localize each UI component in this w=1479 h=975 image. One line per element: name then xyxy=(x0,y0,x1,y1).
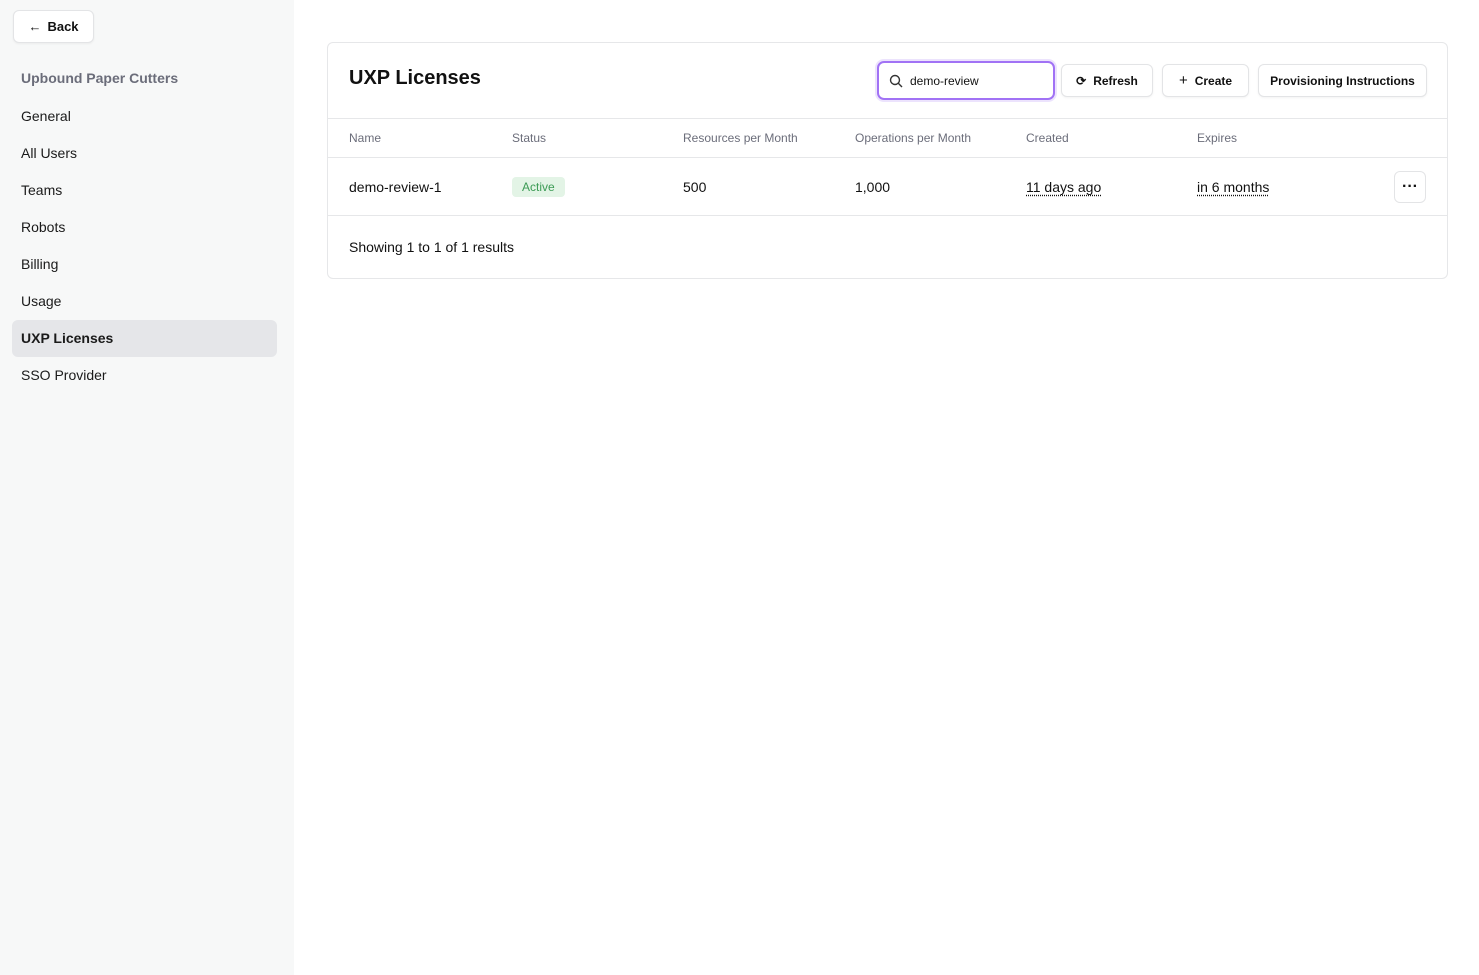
column-header-name[interactable]: Name xyxy=(349,131,382,145)
created-value: 11 days ago xyxy=(1026,179,1102,195)
sidebar-item-teams[interactable]: Teams xyxy=(21,182,63,198)
status-badge: Active xyxy=(512,177,565,197)
sidebar-nav: General All Users Teams Robots Billing U… xyxy=(12,98,277,394)
sidebar-item-general[interactable]: General xyxy=(21,108,71,124)
back-label: Back xyxy=(47,19,79,34)
table-row[interactable]: demo-review-1 Active 500 1,000 11 days a… xyxy=(328,158,1447,216)
refresh-button[interactable]: ⟳ Refresh xyxy=(1061,64,1153,97)
more-actions-button[interactable]: ··· xyxy=(1394,171,1426,203)
refresh-label: Refresh xyxy=(1093,73,1138,88)
back-button[interactable]: ← Back xyxy=(13,10,94,43)
create-button[interactable]: + Create xyxy=(1162,64,1249,97)
expires-value: in 6 months xyxy=(1197,179,1270,195)
sidebar-item-sso-provider[interactable]: SSO Provider xyxy=(21,367,107,383)
org-name: Upbound Paper Cutters xyxy=(21,70,179,86)
provisioning-instructions-button[interactable]: Provisioning Instructions xyxy=(1258,64,1427,97)
page-title: UXP Licenses xyxy=(349,67,481,89)
column-header-created[interactable]: Created xyxy=(1026,131,1069,145)
search-field[interactable] xyxy=(877,61,1055,100)
sidebar-item-uxp-licenses[interactable]: UXP Licenses xyxy=(12,320,277,357)
ellipsis-icon: ··· xyxy=(1402,178,1418,195)
licenses-card: UXP Licenses ⟳ Refresh + Create Provisioni… xyxy=(327,42,1448,279)
column-header-status[interactable]: Status xyxy=(512,131,547,145)
resources-value: 500 xyxy=(683,179,707,195)
column-header-resources[interactable]: Resources per Month xyxy=(683,131,798,145)
column-header-operations[interactable]: Operations per Month xyxy=(855,131,972,145)
column-header-expires[interactable]: Expires xyxy=(1197,131,1238,145)
sidebar-item-all-users[interactable]: All Users xyxy=(21,145,78,161)
refresh-icon: ⟳ xyxy=(1076,73,1087,88)
plus-icon: + xyxy=(1178,72,1188,89)
search-input[interactable] xyxy=(910,73,1040,88)
create-label: Create xyxy=(1194,73,1233,88)
sidebar: ← Back Upbound Paper Cutters General All … xyxy=(0,0,294,975)
sidebar-item-robots[interactable]: Robots xyxy=(21,219,66,235)
license-name[interactable]: demo-review-1 xyxy=(349,179,442,195)
arrow-left-icon: ← xyxy=(28,19,42,34)
results-summary: Showing 1 to 1 of 1 results xyxy=(349,239,514,255)
operations-value: 1,000 xyxy=(855,179,891,195)
sidebar-item-usage[interactable]: Usage xyxy=(21,293,62,309)
table-header: Name Status Resources per Month Operatio… xyxy=(328,118,1447,158)
search-icon xyxy=(889,74,903,87)
sidebar-item-billing[interactable]: Billing xyxy=(21,256,59,272)
